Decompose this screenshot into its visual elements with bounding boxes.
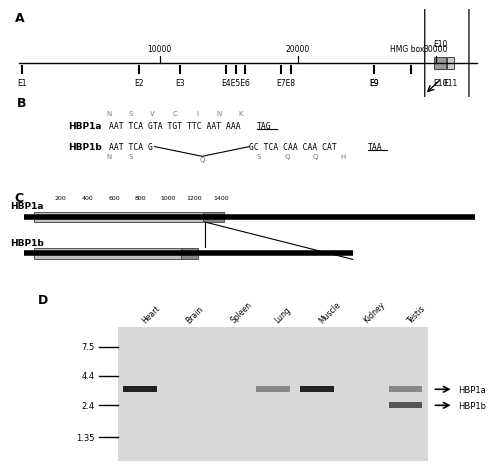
Text: 30000: 30000 xyxy=(424,45,448,54)
Bar xyxy=(118,327,428,461)
Text: 1200: 1200 xyxy=(187,195,203,200)
Text: E3: E3 xyxy=(176,79,185,88)
Text: HBP1a: HBP1a xyxy=(68,121,102,130)
Text: E10: E10 xyxy=(433,40,447,50)
Bar xyxy=(389,387,422,393)
Text: I: I xyxy=(196,111,198,117)
Bar xyxy=(447,58,454,70)
Text: Q: Q xyxy=(313,154,318,159)
Text: E9: E9 xyxy=(369,79,378,88)
Bar xyxy=(300,387,334,393)
Text: HBP1a: HBP1a xyxy=(458,385,486,394)
Text: 400: 400 xyxy=(82,195,93,200)
Text: N: N xyxy=(106,111,111,117)
Text: E1: E1 xyxy=(17,79,27,88)
Text: 7.5: 7.5 xyxy=(82,342,95,351)
Text: 800: 800 xyxy=(135,195,147,200)
Bar xyxy=(34,212,221,223)
Text: S: S xyxy=(257,154,261,159)
Text: S: S xyxy=(128,154,133,159)
Text: Kidney: Kidney xyxy=(362,300,386,325)
Text: S: S xyxy=(128,111,133,117)
Text: E9: E9 xyxy=(369,79,378,88)
Text: E2: E2 xyxy=(134,79,144,88)
Text: 200: 200 xyxy=(54,195,66,200)
Text: Heart: Heart xyxy=(140,303,162,325)
Bar xyxy=(181,248,198,259)
Text: Q: Q xyxy=(285,154,289,159)
Text: AAT TCA GTA TGT TTC AAT AAA: AAT TCA GTA TGT TTC AAT AAA xyxy=(109,121,245,130)
Text: GC TCA CAA CAA CAT: GC TCA CAA CAA CAT xyxy=(249,143,342,152)
Bar xyxy=(34,248,196,259)
Text: TAG: TAG xyxy=(257,121,272,130)
Text: Spleen: Spleen xyxy=(229,300,253,325)
Bar xyxy=(124,387,157,393)
Text: H: H xyxy=(341,154,346,159)
Text: 1000: 1000 xyxy=(160,195,175,200)
Bar xyxy=(389,402,422,408)
Text: D: D xyxy=(38,293,48,306)
Text: Lung: Lung xyxy=(273,305,292,325)
Text: Brain: Brain xyxy=(184,304,205,325)
Text: TAA: TAA xyxy=(368,143,382,152)
Text: E7E8: E7E8 xyxy=(277,79,295,88)
Text: A: A xyxy=(15,12,24,25)
Text: E4E5E6: E4E5E6 xyxy=(221,79,250,88)
Text: AAT TCA G: AAT TCA G xyxy=(109,143,153,152)
Text: E10: E10 xyxy=(433,79,448,88)
Text: V: V xyxy=(150,111,155,117)
Text: E11: E11 xyxy=(443,79,457,88)
Text: Testis: Testis xyxy=(406,303,427,325)
Text: K: K xyxy=(239,111,243,117)
Text: 4.4: 4.4 xyxy=(82,372,95,381)
Text: 2.4: 2.4 xyxy=(82,401,95,410)
Text: HMG box: HMG box xyxy=(390,45,424,54)
Text: HBP1b: HBP1b xyxy=(68,143,102,152)
Text: Q: Q xyxy=(200,157,205,163)
Text: HBP1b: HBP1b xyxy=(10,238,44,247)
Text: HBP1a: HBP1a xyxy=(10,202,43,211)
Text: HBP1b: HBP1b xyxy=(458,401,486,410)
Text: C: C xyxy=(15,192,24,205)
Bar xyxy=(203,212,224,223)
Text: 1.35: 1.35 xyxy=(76,433,95,442)
Text: Muscle: Muscle xyxy=(317,299,342,325)
Bar xyxy=(256,387,290,393)
Text: B: B xyxy=(17,97,27,110)
Text: N: N xyxy=(106,154,111,159)
Text: 1400: 1400 xyxy=(213,195,229,200)
Text: C: C xyxy=(172,111,177,117)
Text: N: N xyxy=(216,111,222,117)
Text: 600: 600 xyxy=(108,195,120,200)
Bar xyxy=(434,58,446,70)
Text: 10000: 10000 xyxy=(148,45,172,54)
Text: 20000: 20000 xyxy=(286,45,310,54)
